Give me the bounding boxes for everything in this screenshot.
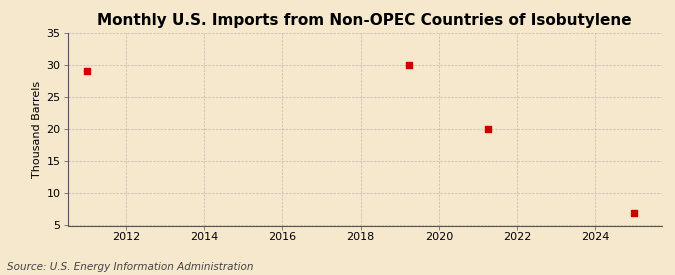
Point [482, 127, 493, 131]
Point [628, 210, 639, 215]
Title: Monthly U.S. Imports from Non-OPEC Countries of Isobutylene: Monthly U.S. Imports from Non-OPEC Count… [97, 13, 632, 28]
Text: Source: U.S. Energy Information Administration: Source: U.S. Energy Information Administ… [7, 262, 253, 272]
Point [82, 69, 92, 74]
Y-axis label: Thousand Barrels: Thousand Barrels [32, 81, 43, 178]
Point [404, 63, 415, 67]
